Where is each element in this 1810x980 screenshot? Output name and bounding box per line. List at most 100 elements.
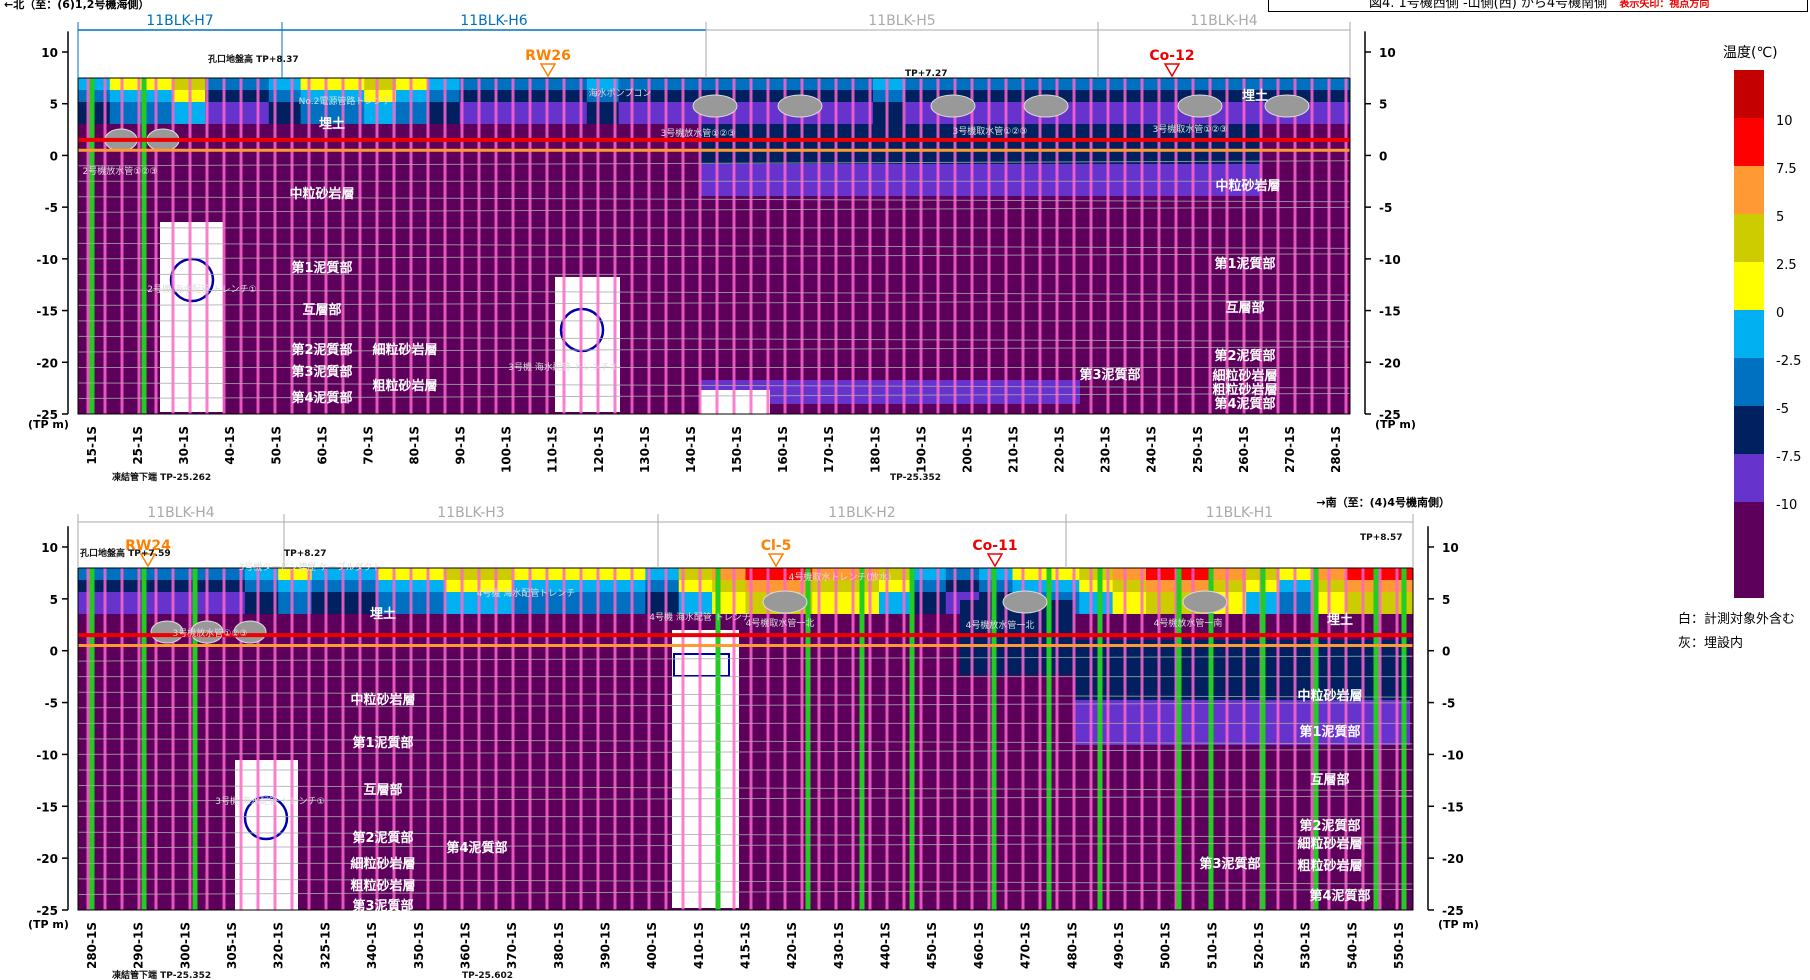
stratum-label: 中粒砂岩層 bbox=[1215, 178, 1280, 194]
heat-cell bbox=[678, 592, 713, 614]
cold-zone bbox=[700, 124, 1260, 164]
stratum-label: 中粒砂岩層 bbox=[289, 186, 354, 202]
heat-cell bbox=[345, 592, 379, 614]
heat-cell bbox=[1179, 568, 1214, 580]
heat-cell bbox=[612, 568, 646, 580]
heat-cell bbox=[682, 78, 715, 90]
heat-cell bbox=[873, 102, 906, 124]
column-label: 470-1S bbox=[1019, 922, 1033, 969]
heat-cell bbox=[1146, 592, 1180, 614]
heat-cell bbox=[678, 580, 713, 592]
stratum-label: 互層部 bbox=[1225, 300, 1264, 316]
heat-cell bbox=[364, 90, 397, 102]
y-tick-label: -10 bbox=[1379, 253, 1401, 267]
stratum-label: 第1泥質部 bbox=[291, 260, 352, 276]
y-tick-label: -25 bbox=[1442, 904, 1464, 918]
heat-cell bbox=[237, 78, 270, 90]
stratum-boundary bbox=[77, 655, 1414, 662]
structure-label: 3号機 海水配管 トレンチ② bbox=[508, 361, 618, 373]
column-label: 360-1S bbox=[458, 922, 472, 969]
column-label: 150-1S bbox=[730, 426, 744, 473]
y-tick-label: 5 bbox=[1442, 593, 1450, 607]
heat-cell bbox=[244, 592, 279, 614]
stratum-label: 第2泥質部 bbox=[291, 342, 352, 358]
heat-cell bbox=[1222, 102, 1256, 124]
block-label: 11BLK-H7 bbox=[146, 13, 213, 29]
column-label: 230-1S bbox=[1099, 426, 1113, 473]
y-tick-label: -15 bbox=[36, 305, 58, 319]
stratum-label: 粗粒砂岩層 bbox=[1297, 858, 1362, 874]
heat-cell bbox=[141, 102, 174, 124]
heat-cell bbox=[111, 568, 146, 580]
heat-cell bbox=[912, 580, 947, 592]
colorbar-segment bbox=[1734, 406, 1764, 454]
block-label: 11BLK-H2 bbox=[828, 505, 895, 521]
block-label: 11BLK-H6 bbox=[460, 13, 528, 29]
marker-triangle bbox=[986, 553, 1004, 568]
column-label: 325-1S bbox=[318, 922, 332, 969]
heat-cell bbox=[945, 580, 980, 592]
figure-title: 図4. 1号機西側 -山側(西) から4号機南側 bbox=[1369, 0, 1608, 11]
structure-label: 3号機タービン建屋 ケーブルダクト bbox=[238, 561, 381, 573]
y-tick-label: 10 bbox=[1442, 541, 1459, 555]
heat-cell bbox=[586, 102, 620, 124]
stratum-label: 第3泥質部 bbox=[291, 364, 352, 380]
heat-cell bbox=[712, 568, 746, 580]
stratum-boundary bbox=[77, 888, 1414, 895]
y-tick-label: -10 bbox=[1442, 748, 1464, 762]
tp-label: TP-25.352 bbox=[890, 473, 941, 483]
colorbar-tick-label: 0 bbox=[1776, 306, 1785, 321]
stratum-boundary bbox=[77, 842, 1414, 849]
heat-cell bbox=[364, 102, 397, 124]
colorbar-segment bbox=[1734, 214, 1764, 262]
stratum-boundary bbox=[77, 206, 1351, 213]
heat-cell bbox=[612, 580, 646, 592]
marker-label: Co-12 bbox=[1149, 48, 1194, 64]
marker-triangle bbox=[539, 63, 557, 78]
y-tick-label: 5 bbox=[1379, 98, 1387, 112]
marker-label: Co-11 bbox=[972, 538, 1017, 554]
colorbar-segment bbox=[1734, 70, 1764, 118]
stratum-label: 互層部 bbox=[363, 782, 402, 798]
heat-cell bbox=[678, 568, 713, 580]
heat-cell bbox=[1212, 568, 1247, 580]
stratum-label: 第3泥質部 bbox=[1199, 856, 1260, 872]
y-unit-label: (TP m) bbox=[1438, 918, 1479, 931]
heat-cell bbox=[612, 592, 646, 614]
stratum-label: 第3泥質部 bbox=[1079, 367, 1140, 383]
heat-cell bbox=[812, 568, 847, 580]
heat-cell bbox=[491, 90, 524, 102]
heat-cell bbox=[1112, 592, 1147, 614]
heat-cell bbox=[712, 592, 746, 614]
buried-pipe-icon bbox=[762, 590, 808, 614]
colorbar-segment bbox=[1734, 166, 1764, 214]
colorbar-tick-label: -7.5 bbox=[1776, 450, 1802, 465]
heat-cell bbox=[778, 568, 813, 580]
buried-pipe-icon bbox=[1177, 94, 1223, 118]
buried-pipe-icon bbox=[1182, 590, 1228, 614]
heat-cell bbox=[109, 78, 143, 90]
column-label: 305-1S bbox=[225, 922, 239, 969]
heat-cell bbox=[618, 78, 651, 90]
heat-cell bbox=[1286, 78, 1319, 90]
stratum-label: 第4泥質部 bbox=[1309, 888, 1370, 904]
stratum-label: 第1泥質部 bbox=[1214, 256, 1275, 272]
y-tick-label: 0 bbox=[50, 645, 58, 659]
heat-cell bbox=[141, 90, 174, 102]
marker-triangle bbox=[139, 553, 157, 568]
y-unit-label: (TP m) bbox=[1375, 418, 1416, 431]
structure-label: 4号機放水管一南 bbox=[1154, 617, 1223, 629]
column-label: 530-1S bbox=[1299, 922, 1313, 969]
heat-cell bbox=[1012, 580, 1047, 592]
heat-cell bbox=[841, 78, 874, 90]
stratum-boundary bbox=[77, 878, 1414, 885]
column-label: 90-1S bbox=[454, 426, 468, 465]
heat-cell bbox=[141, 78, 174, 90]
structure-label: 4号機取水管一北 bbox=[746, 617, 815, 629]
column-label: 250-1S bbox=[1191, 426, 1205, 473]
heat-cell bbox=[1222, 90, 1256, 102]
